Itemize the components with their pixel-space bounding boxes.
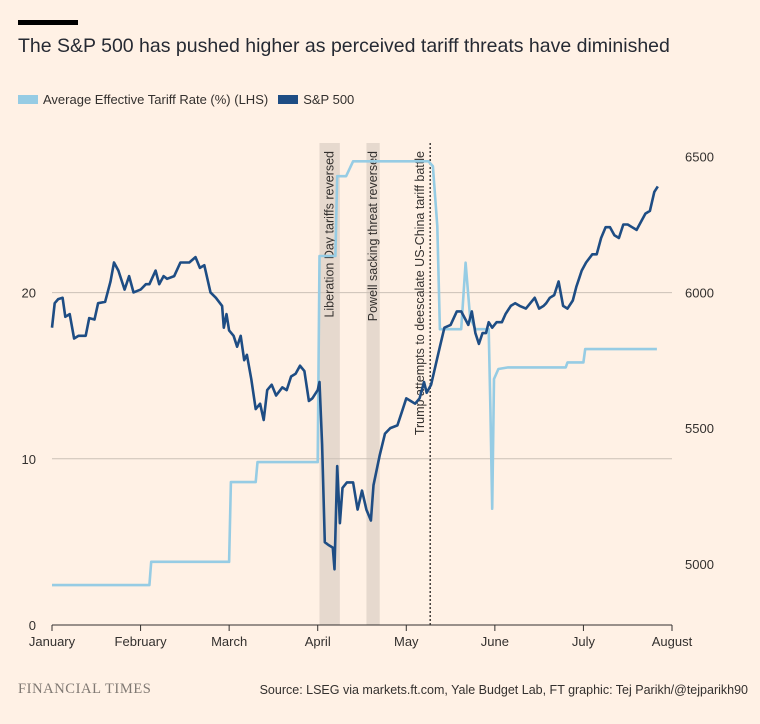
x-tick-label: April xyxy=(305,634,331,649)
source-note: Source: LSEG via markets.ft.com, Yale Bu… xyxy=(259,683,748,697)
legend-swatch-sp500 xyxy=(278,95,299,104)
legend-item-tariff: Average Effective Tariff Rate (%) (LHS) xyxy=(18,92,268,107)
y-right-tick-label: 6000 xyxy=(685,285,714,300)
series-line-sp500 xyxy=(50,185,659,571)
band-label: Liberation Day tariffs reversed xyxy=(323,151,337,318)
series-lines xyxy=(50,160,659,587)
x-tick-label: August xyxy=(652,634,693,649)
shaded-band xyxy=(366,143,380,625)
ft-logo: FINANCIAL TIMES xyxy=(18,681,152,697)
legend-label-sp500: S&P 500 xyxy=(303,92,355,107)
band-label: Powell sacking threat reversed xyxy=(366,151,380,321)
y-right-tick-label: 6500 xyxy=(685,150,714,165)
annotation-label: Trump attempts to deescalate US-China ta… xyxy=(413,151,427,435)
chart-title: The S&P 500 has pushed higher as perceiv… xyxy=(18,35,670,57)
legend-label-tariff: Average Effective Tariff Rate (%) (LHS) xyxy=(43,92,269,107)
legend-swatch-tariff xyxy=(18,95,38,104)
legend-item-sp500: S&P 500 xyxy=(278,92,354,107)
x-tick-label: March xyxy=(211,634,247,649)
axes: 0 10 20 5000 5500 6000 6500 January February Marc… xyxy=(22,150,714,649)
x-tick-label: July xyxy=(572,634,596,649)
chart-legend: Average Effective Tariff Rate (%) (LHS) … xyxy=(18,92,364,107)
ft-accent-bar xyxy=(18,20,78,25)
y-right-tick-label: 5000 xyxy=(685,557,714,572)
y-left-tick-label: 20 xyxy=(22,286,36,301)
annotations: Liberation Day tariffs reversed Powell sa… xyxy=(323,143,431,625)
gridlines xyxy=(52,292,672,460)
y-right-tick-label: 5500 xyxy=(685,421,714,436)
series-line-tariff xyxy=(52,160,657,587)
x-tick-label: May xyxy=(394,634,419,649)
y-left-tick-label: 10 xyxy=(22,452,36,467)
x-tick-label: January xyxy=(29,634,76,649)
x-tick-label: February xyxy=(115,634,168,649)
x-tick-label: June xyxy=(481,634,509,649)
y-left-tick-label: 0 xyxy=(29,618,36,633)
